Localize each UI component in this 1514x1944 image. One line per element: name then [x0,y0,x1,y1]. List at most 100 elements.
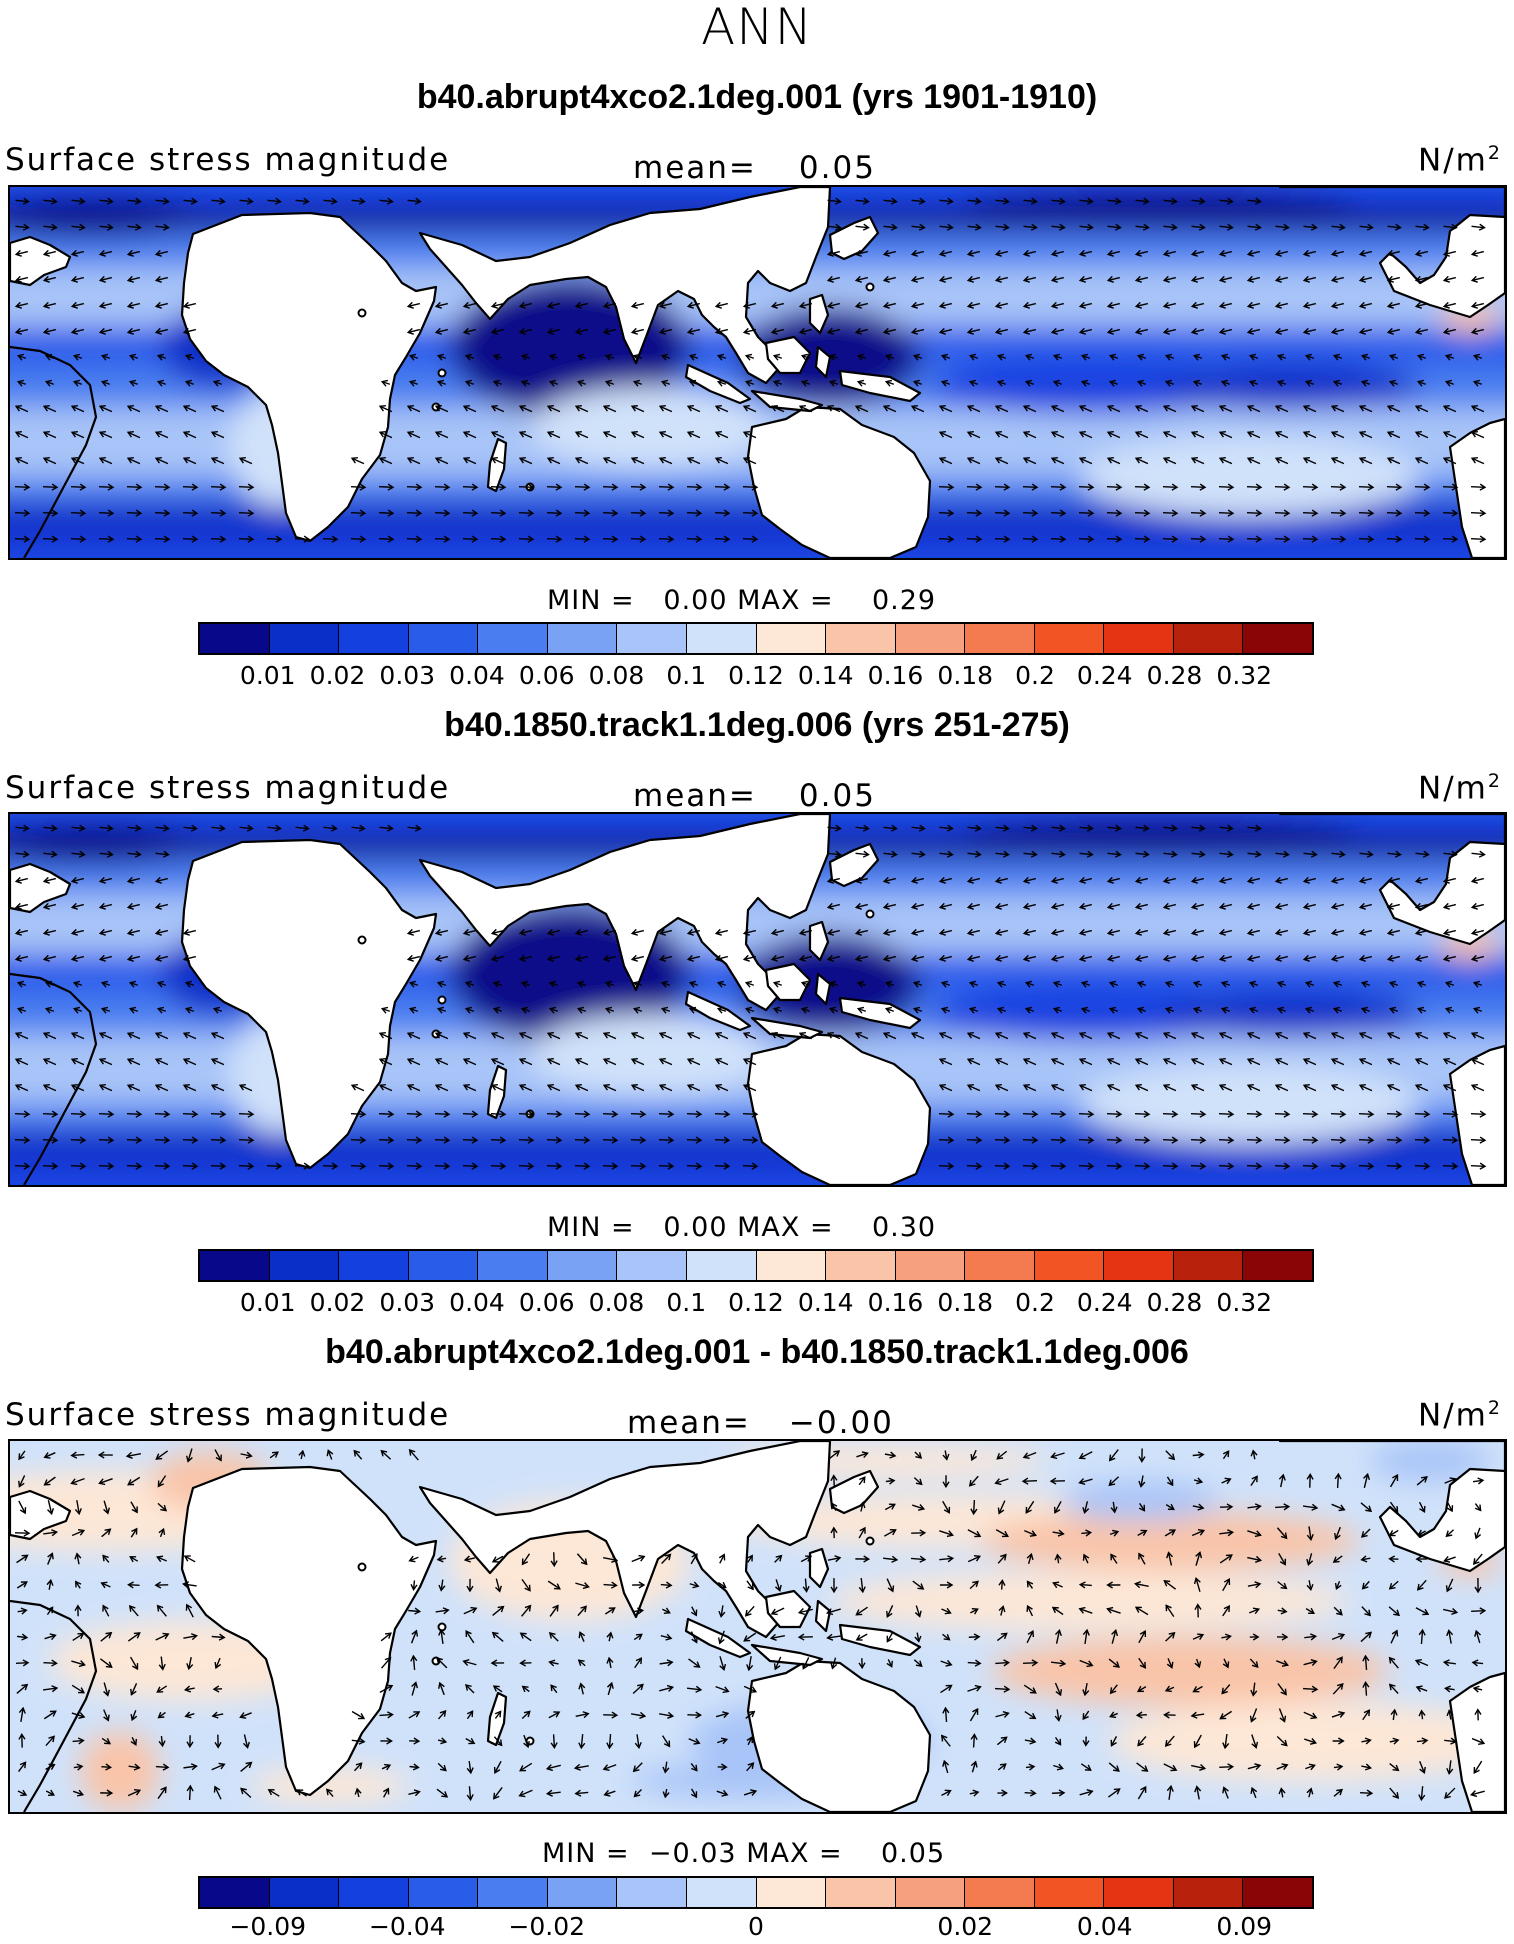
wind-arrow [1330,1083,1345,1092]
wind-arrow [1106,509,1123,517]
wind-arrow [1472,379,1483,387]
wind-arrow [689,1581,700,1589]
wind-arrow [966,301,980,309]
wind-arrow [406,1110,423,1118]
wind-arrow [518,1789,533,1798]
wind-arrow [1386,509,1403,517]
wind-arrow [1442,876,1456,884]
wind-arrow [1080,980,1091,988]
wind-arrow [1470,456,1485,465]
wind-arrow [827,223,842,231]
wind-arrow [1195,1551,1203,1566]
wind-arrow [912,1580,925,1590]
wind-arrow [967,197,982,205]
wind-arrow [1414,1162,1431,1170]
wind-arrow [1331,1503,1346,1512]
wind-arrow [938,1057,953,1066]
wind-arrow [490,1162,507,1170]
panel-3-minmax: MIN = −0.03 MAX = 0.05 [542,1838,946,1869]
wind-arrow [99,223,114,231]
wind-arrow [797,1633,813,1641]
wind-arrow [606,1681,614,1696]
wind-arrow [1248,1006,1259,1014]
wind-arrow [1078,327,1092,335]
wind-arrow [182,301,196,309]
wind-arrow [1389,1473,1399,1488]
wind-arrow [770,1607,785,1616]
colorbar-cell [617,624,687,653]
wind-arrow [1358,928,1372,936]
wind-arrow [546,456,561,465]
wind-arrow [941,1607,952,1615]
wind-arrow [883,1555,899,1563]
wind-arrow [854,954,868,962]
wind-arrow [1246,301,1260,309]
wind-arrow [714,535,731,543]
wind-arrow [127,197,142,205]
wind-arrow [182,404,197,413]
wind-vectors [14,197,1487,543]
wind-arrow [968,1006,979,1014]
wind-arrow [1163,223,1178,231]
wind-arrow [1222,1658,1230,1669]
wind-arrow [74,1604,82,1617]
wind-arrow [1363,1472,1371,1488]
wind-arrow [686,1110,703,1118]
wind-arrow [913,1659,923,1668]
wind-arrow [239,1712,252,1719]
wind-arrow [686,404,701,413]
wind-arrow [350,483,367,491]
wind-arrow [1220,379,1231,387]
wind-arrow [716,353,727,361]
wind-arrow [154,456,169,465]
wind-arrow [98,1031,113,1040]
wind-arrow [127,1581,140,1589]
colorbar-cell [686,1251,757,1280]
wind-arrow [1134,1606,1149,1616]
wind-arrow [44,1633,57,1641]
wind-arrow [969,1580,979,1590]
wind-arrow [658,509,675,517]
wind-arrow [659,1684,675,1692]
wind-arrow [658,1162,675,1170]
wind-arrow [1134,301,1148,309]
panel-3-colorbar-ticks: −0.09 −0.04 −0.02 0 0.02 0.04 0.09 [0,1912,1514,1944]
wind-arrow [1162,275,1176,283]
wind-arrow [686,928,700,936]
wind-arrow [1191,223,1206,231]
wind-arrow [938,301,952,309]
wind-arrow [856,1451,869,1459]
wind-arrow [1414,275,1428,283]
wind-arrow [912,980,923,988]
wind-arrow [1472,353,1483,361]
wind-arrow [770,954,784,962]
panel-1-map [8,185,1507,560]
wind-arrow [1334,1580,1342,1591]
wind-arrow [1190,1162,1207,1170]
wind-arrow [632,1581,646,1589]
wind-arrow [1302,1503,1319,1511]
wind-arrow [1134,1031,1149,1040]
wind-arrow [1358,1110,1375,1118]
wind-arrow [42,1110,59,1118]
wind-arrow [410,1629,419,1644]
wind-arrow [462,404,477,413]
wind-arrow [70,954,84,962]
wind-arrow [1137,1529,1148,1537]
wind-arrow [997,1763,1007,1771]
wind-arrow [350,1136,367,1144]
panel-1-mean-value: 0.05 [798,150,876,186]
wind-arrow [602,954,616,962]
wind-arrow [1022,430,1037,439]
wind-arrow [1330,1162,1347,1170]
wind-arrow [658,1057,673,1066]
wind-arrow [938,928,952,936]
wind-arrow [1444,1006,1455,1014]
wind-arrow [576,353,587,361]
wind-arrow [407,824,422,832]
colorbar-cell [547,1251,618,1280]
wind-arrow [521,1578,531,1592]
wind-arrow [1275,850,1290,858]
wind-arrow [1135,1711,1147,1719]
colorbar-tick-label: 0.32 [1216,1288,1273,1317]
